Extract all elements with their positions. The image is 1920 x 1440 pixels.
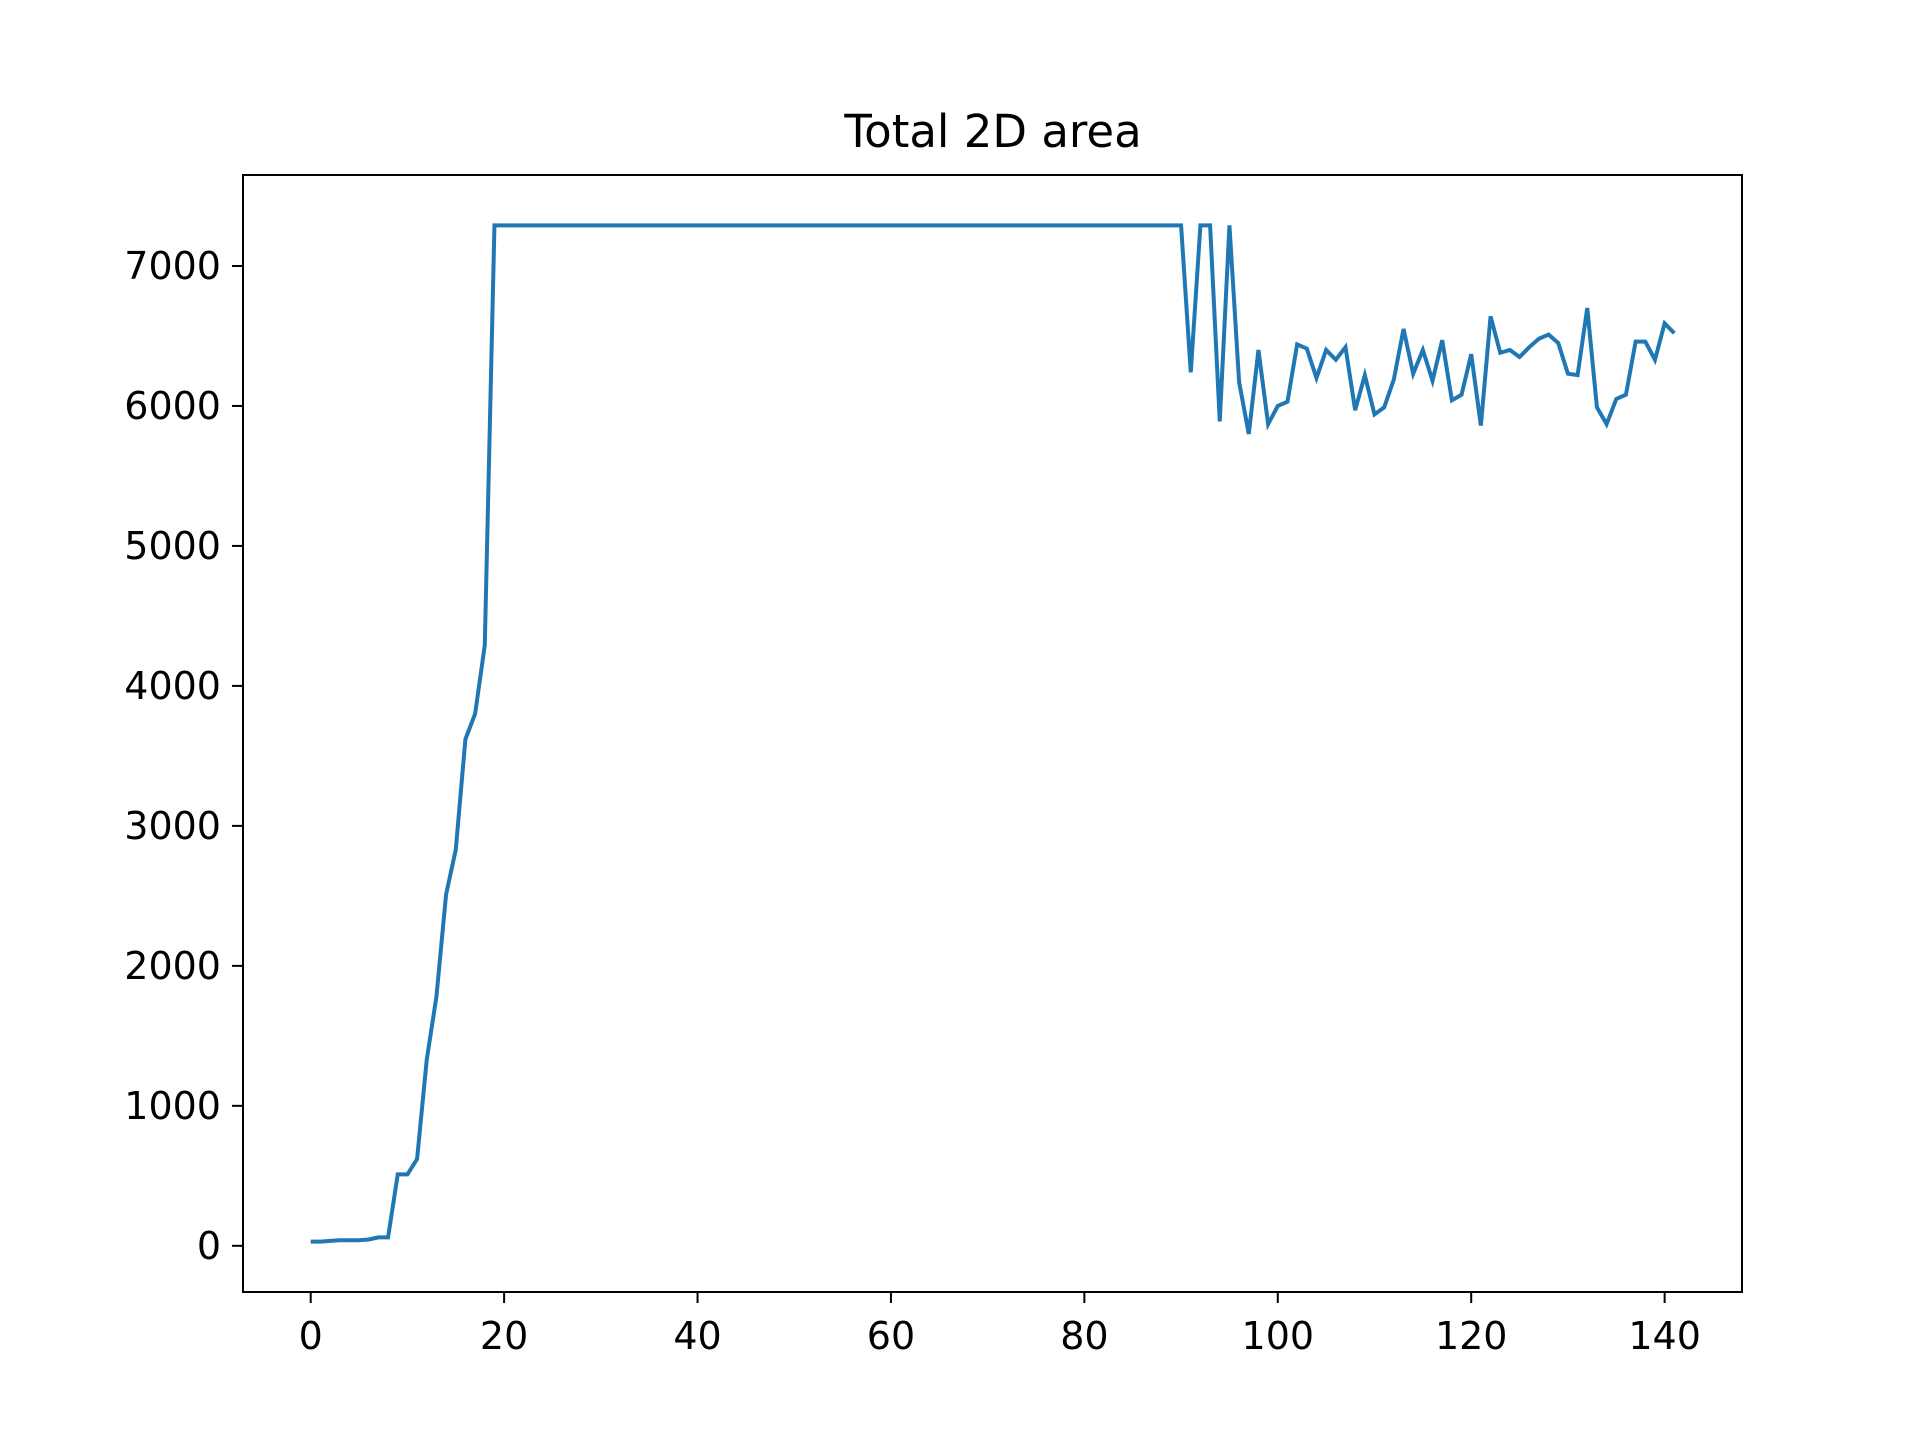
x-tick-label: 100 (1242, 1314, 1315, 1358)
y-tick-label: 3000 (124, 804, 221, 848)
x-tick-label: 20 (480, 1314, 528, 1358)
x-tick-label: 140 (1628, 1314, 1701, 1358)
y-tick-label: 2000 (124, 944, 221, 988)
x-tick-label: 60 (867, 1314, 915, 1358)
x-tick-label: 0 (299, 1314, 323, 1358)
y-tick-label: 0 (197, 1224, 221, 1268)
axes-frame (242, 174, 1743, 1293)
x-tick-label: 40 (673, 1314, 721, 1358)
plot-area (310, 223, 1676, 1244)
x-tick-label: 80 (1060, 1314, 1108, 1358)
y-tick-label: 7000 (124, 244, 221, 288)
y-tick-label: 1000 (124, 1084, 221, 1128)
y-tick-label: 5000 (124, 524, 221, 568)
x-tick-label: 120 (1435, 1314, 1508, 1358)
axis-ticks: 0 20 40 60 80 100 120 140 0 1000 2000 3000 4000 5000 6… (124, 244, 1701, 1358)
y-tick-label: 6000 (124, 384, 221, 428)
chart-title: Total 2D area (843, 105, 1141, 158)
series-line-0 (310, 223, 1676, 1244)
y-tick-label: 4000 (124, 664, 221, 708)
